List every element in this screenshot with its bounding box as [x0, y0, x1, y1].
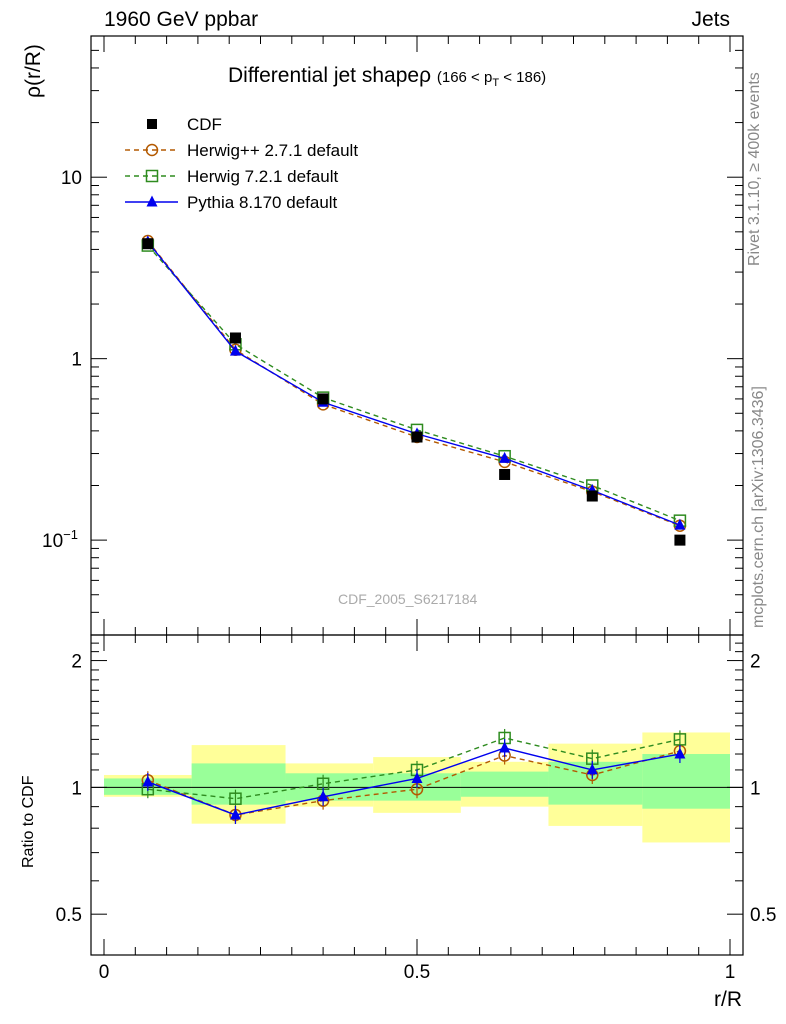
ratio-point-pythia-8-170-default-4 — [411, 771, 423, 783]
main-point-cdf-2 — [229, 332, 241, 344]
legend-label-herwig-2-7-1-default: Herwig++ 2.7.1 default — [187, 141, 358, 160]
ratio-point-pythia-8-170-default-7 — [674, 747, 686, 759]
ratio-band-inner-7 — [642, 754, 730, 809]
x-tick-label: 1 — [725, 962, 736, 983]
main-y-tick-label: 10 — [61, 168, 82, 189]
legend-marker-cdf — [147, 119, 157, 129]
ratio-point-pythia-8-170-default-2 — [229, 808, 241, 820]
legend-label-herwig-7-2-1-default: Herwig 7.2.1 default — [187, 167, 338, 186]
ratio-point-pythia-8-170-default-6 — [586, 763, 598, 775]
ratio-point-pythia-8-170-default-1 — [142, 775, 154, 787]
plot-title-rho: ρ — [419, 64, 432, 87]
main-point-cdf-7 — [674, 534, 686, 546]
ratio-y-tick-label-left: 1 — [71, 778, 82, 799]
x-axis-label: r/R — [714, 988, 742, 1011]
main-point-cdf-4 — [411, 431, 423, 443]
ratio-y-tick-label-right: 1 — [750, 778, 761, 799]
ratio-y-axis-label: Ratio to CDF — [20, 775, 37, 868]
ratio-y-tick-label-right: 0.5 — [750, 905, 776, 926]
ratio-band-inner-5 — [460, 771, 549, 797]
main-point-pythia-8-170-default-2 — [229, 344, 241, 356]
main-point-cdf-6 — [586, 490, 598, 502]
plot-title-main: Differential jet shape — [228, 64, 420, 87]
main-point-pythia-8-170-default-7 — [674, 518, 686, 530]
plot-title-cut: (166 < pT < 186) — [436, 69, 547, 89]
analysis-id-label: CDF_2005_S6217184 — [338, 591, 478, 607]
main-y-tick-label: 10−1 — [42, 527, 78, 552]
main-y-axis-label: ρ(r/R) — [22, 44, 45, 98]
ratio-point-herwig-7-2-1-default-7 — [673, 733, 687, 746]
x-tick-label: 0 — [99, 962, 110, 983]
legend-marker-pythia-8-170-default — [146, 195, 158, 207]
main-point-cdf-3 — [317, 393, 329, 405]
header-left-label: 1960 GeV ppbar — [104, 8, 259, 31]
plot-title: Differential jet shapeρ (166 < pT < 186) — [228, 64, 546, 89]
ratio-y-tick-label-left: 0.5 — [56, 905, 82, 926]
main-point-cdf-1 — [142, 238, 154, 250]
main-series-line-herwig-7-2-1-default — [147, 245, 681, 522]
main-series-line-pythia-8-170-default — [147, 241, 681, 526]
ratio-band-inner-6 — [548, 761, 643, 805]
header-right-label: Jets — [691, 8, 730, 31]
legend-marker-herwig-7-2-1-default — [145, 169, 159, 183]
main-point-pythia-8-170-default-5 — [499, 451, 511, 463]
ratio-point-herwig-7-2-1-default-2 — [229, 792, 242, 805]
legend-label-cdf: CDF — [187, 115, 222, 134]
x-tick-label: 0.5 — [404, 962, 430, 983]
ratio-y-tick-label-right: 2 — [750, 652, 761, 673]
legend-marker-herwig-2-7-1-default — [145, 143, 159, 157]
main-point-cdf-5 — [499, 468, 511, 480]
main-series-line-herwig-2-7-1-default — [147, 240, 681, 527]
rivet-version-label: Rivet 3.1.10, ≥ 400k events — [746, 72, 763, 266]
ratio-point-pythia-8-170-default-5 — [499, 741, 511, 753]
main-y-tick-label: 1 — [71, 350, 82, 371]
ratio-y-tick-label-left: 2 — [71, 652, 82, 673]
mcplots-reference-label: mcplots.cern.ch [arXiv:1306.3436] — [750, 386, 767, 628]
legend-label-pythia-8-170-default: Pythia 8.170 default — [187, 193, 338, 212]
ratio-point-pythia-8-170-default-3 — [317, 790, 329, 802]
